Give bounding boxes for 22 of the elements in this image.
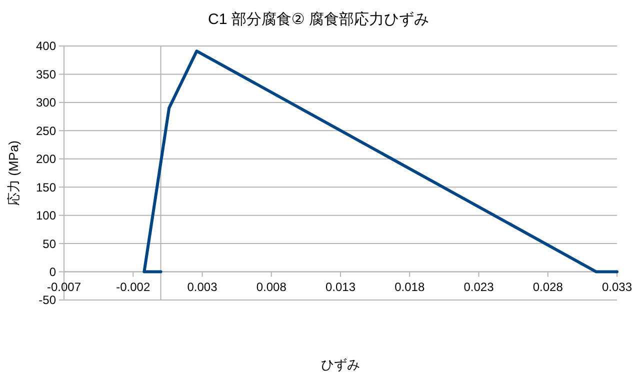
y-tick-label: 250 <box>36 124 56 138</box>
x-axis-title: ひずみ <box>321 357 360 372</box>
y-tick-label: 200 <box>36 152 56 166</box>
y-tick-label: 150 <box>36 180 56 194</box>
y-tick-label: -50 <box>38 293 56 308</box>
chart-title: C1 部分腐食② 腐食部応力ひずみ <box>208 11 429 28</box>
x-tick-label: 0.008 <box>256 280 287 294</box>
y-tick-label: 100 <box>36 208 56 223</box>
y-tick-label: 400 <box>36 39 56 54</box>
y-axis-title: 応力 (MPa) <box>6 140 21 206</box>
x-tick-label: 0.018 <box>394 280 425 294</box>
x-tick-label: -0.007 <box>46 280 82 294</box>
x-tick-label: 0.013 <box>325 280 356 294</box>
y-tick-label: 350 <box>36 67 56 82</box>
y-tick-label: 0 <box>49 264 56 279</box>
x-tick-label: 0.003 <box>187 280 218 294</box>
y-tick-label: 50 <box>42 236 56 251</box>
x-tick-label: 0.033 <box>602 280 632 294</box>
x-tick-label: 0.023 <box>464 280 494 294</box>
y-tick-label: 300 <box>36 96 56 110</box>
x-tick-label: 0.028 <box>532 280 564 294</box>
x-tick-label: -0.002 <box>116 280 150 294</box>
